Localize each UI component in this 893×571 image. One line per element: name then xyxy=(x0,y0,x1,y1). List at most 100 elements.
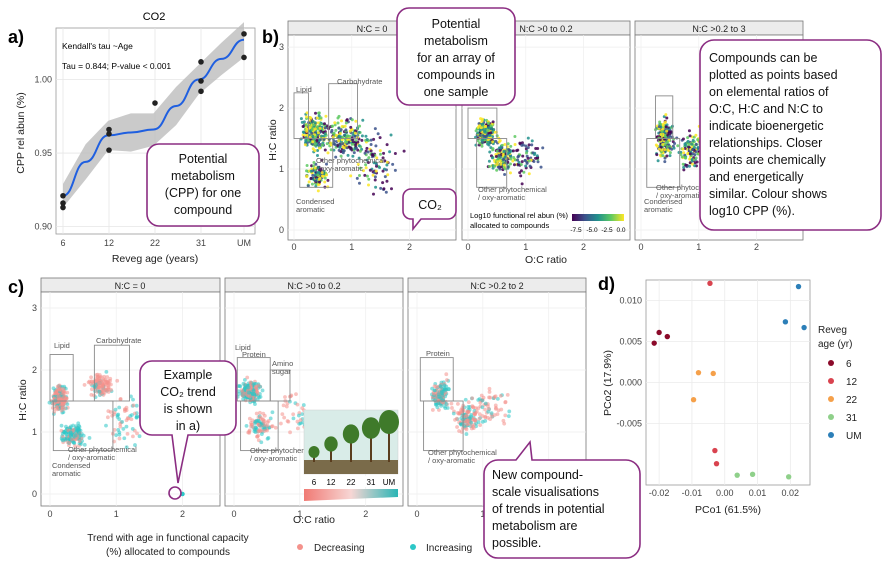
panel-c-callout-example xyxy=(139,360,237,484)
panel-d-point xyxy=(713,460,720,467)
panel-b-point xyxy=(311,173,315,177)
panel-b-point xyxy=(339,150,343,154)
reveg-inset-tree-trunk xyxy=(330,444,332,462)
panel-a-point xyxy=(106,147,112,153)
panel-b-point xyxy=(480,119,484,123)
panel-b-point xyxy=(511,159,515,163)
panel-b-point xyxy=(365,174,369,178)
panel-b-point xyxy=(661,154,665,158)
panel-b-point xyxy=(498,146,502,150)
panel-c-point-decreasing xyxy=(240,390,245,395)
panel-d-point xyxy=(664,333,671,340)
panel-c-point-decreasing xyxy=(126,416,131,421)
panel-b-colorbar-tick: -7.5 xyxy=(570,227,582,234)
panel-c-point-increasing xyxy=(114,433,118,438)
panel-c-label-condensed: aromatic xyxy=(52,469,81,478)
panel-c-point-decreasing xyxy=(123,407,128,412)
panel-c-xtick: 0 xyxy=(231,509,236,519)
panel-b-point xyxy=(668,151,672,155)
panel-b-callout-right-line: O:C, H:C and N:C to xyxy=(709,102,823,116)
panel-a-xtick: 22 xyxy=(150,238,160,248)
panel-c-legend-title: (%) allocated to compounds xyxy=(106,547,230,558)
panel-b-point xyxy=(363,151,367,155)
panel-d-legend-marker xyxy=(828,414,834,420)
panel-c-point-decreasing xyxy=(258,410,262,415)
panel-b-point xyxy=(664,125,668,129)
panel-b-point xyxy=(337,139,341,143)
panel-b-point xyxy=(358,166,362,170)
panel-b-point xyxy=(495,162,499,166)
panel-a-point xyxy=(241,31,247,37)
panel-b-point xyxy=(357,130,361,134)
panel-b-point xyxy=(509,155,513,159)
panel-b-point xyxy=(308,126,312,130)
panel-b-boxes xyxy=(293,83,681,188)
panel-b-point xyxy=(308,135,312,139)
panel-b-point xyxy=(389,187,393,191)
panel-b-point xyxy=(478,133,482,137)
panel-b-ytick: 1 xyxy=(279,164,284,174)
panel-c-point-increasing xyxy=(507,409,512,414)
panel-b-point xyxy=(508,148,512,152)
panel-b-point xyxy=(476,131,480,135)
panel-b-point xyxy=(659,153,663,157)
panel-d-legend-marker xyxy=(828,396,834,402)
panel-b-point xyxy=(494,155,498,159)
panel-b-point xyxy=(346,153,350,157)
panel-b-label-condensed: aromatic xyxy=(644,205,673,214)
panel-b-point xyxy=(349,146,353,150)
panel-b-colorbar-tick: -5.0 xyxy=(586,227,598,234)
legend-decreasing-label: Decreasing xyxy=(314,543,365,554)
panel-b-point xyxy=(323,148,327,152)
panel-c-point-decreasing xyxy=(455,411,460,415)
panel-b-point xyxy=(303,134,307,138)
panel-b-ytick: 0 xyxy=(279,225,284,235)
panel-b-callout-right-line: on elemental ratios of xyxy=(709,85,829,99)
panel-c-point-decreasing xyxy=(103,387,107,391)
panel-c-point-decreasing xyxy=(498,394,503,398)
panel-c-point-increasing xyxy=(76,426,81,430)
panel-c-callout-new-line: New compound- xyxy=(492,468,583,482)
panel-c-point-decreasing xyxy=(56,386,61,390)
panel-c-point-decreasing xyxy=(67,440,72,445)
panel-b-point xyxy=(526,136,530,140)
panel-b-point xyxy=(369,138,373,142)
panel-b-point xyxy=(655,144,659,148)
panel-b-label-other: / oxy-aromatic xyxy=(478,193,525,202)
panel-b-label-other: Other phytochemical xyxy=(478,185,547,194)
panel-c-point-increasing xyxy=(432,398,437,403)
panel-b-point xyxy=(511,149,515,153)
panel-c-point-increasing xyxy=(255,397,260,402)
panel-b-point xyxy=(520,141,524,145)
panel-c-point-decreasing xyxy=(65,390,70,395)
panel-b-point xyxy=(315,116,319,120)
panel-c-legend-title: Trend with age in functional capacity xyxy=(87,533,248,544)
panel-d: d) -0.02 -0.01 0.00 0.01 0.02 -0.005 0.000 0.00… xyxy=(598,274,862,516)
panel-c-region-box xyxy=(240,400,279,452)
panel-b-point xyxy=(318,176,322,180)
panel-b-callout-co2-text: CO₂ xyxy=(418,198,442,212)
panel-b-point xyxy=(315,125,319,129)
panel-d-xtick: -0.01 xyxy=(682,488,703,498)
panel-c-point-increasing xyxy=(68,433,73,438)
panel-b-point xyxy=(488,150,492,154)
panel-b-point xyxy=(479,117,483,121)
panel-b-point xyxy=(483,125,487,129)
panel-c-point-decreasing xyxy=(280,412,285,417)
panel-b-point xyxy=(329,148,333,152)
panel-c-point-decreasing xyxy=(288,430,292,435)
panel-b-point xyxy=(670,147,674,151)
panel-b-point xyxy=(318,122,322,126)
panel-b-point xyxy=(530,143,534,147)
panel-c-point-decreasing xyxy=(502,421,507,426)
panel-b-point xyxy=(318,126,322,130)
panel-c-point-decreasing xyxy=(97,381,102,385)
panel-c-point-decreasing xyxy=(125,431,130,436)
panel-c-point-increasing xyxy=(443,386,448,391)
reveg-inset: 6 12 22 31 UM xyxy=(303,409,399,501)
panel-c-point-decreasing xyxy=(77,439,82,444)
panel-a-xtick: 12 xyxy=(104,238,114,248)
panel-b-point xyxy=(312,161,316,165)
panel-c-points xyxy=(47,369,512,497)
panel-b-point xyxy=(691,138,695,142)
